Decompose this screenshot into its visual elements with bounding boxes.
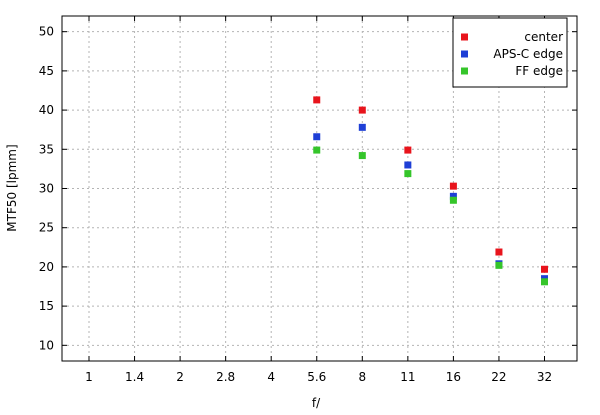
y-tick-label: 50 xyxy=(39,25,54,39)
y-tick-label: 15 xyxy=(39,299,54,313)
data-point-marker xyxy=(313,96,321,104)
data-point-marker xyxy=(358,123,366,131)
data-point-marker xyxy=(449,196,457,204)
data-point-marker xyxy=(449,192,457,200)
y-axis-title: MTF50 [lpmm] xyxy=(5,144,19,231)
y-tick-label: 10 xyxy=(39,338,54,352)
data-point-marker xyxy=(404,170,412,178)
x-axis-title: f/ xyxy=(312,396,321,410)
x-tick-label: 32 xyxy=(537,370,552,384)
x-tick-label: 2.8 xyxy=(216,370,235,384)
x-tick-label: 1 xyxy=(85,370,93,384)
data-point-marker xyxy=(449,182,457,190)
x-tick-label: 22 xyxy=(491,370,506,384)
x-axis-ticks: 1 1.4 2 2.8 4 5.6 8 11 16 22 32 xyxy=(85,16,552,384)
x-tick-label: 4 xyxy=(267,370,275,384)
x-tick-label: 5.6 xyxy=(307,370,326,384)
x-tick-label: 2 xyxy=(176,370,184,384)
data-point-marker xyxy=(358,152,366,160)
legend-marker xyxy=(461,33,468,41)
x-tick-label: 11 xyxy=(400,370,415,384)
y-tick-label: 30 xyxy=(39,182,54,196)
data-point-marker xyxy=(313,146,321,154)
y-tick-label: 40 xyxy=(39,103,54,117)
data-point-marker xyxy=(313,133,321,141)
y-tick-label: 25 xyxy=(39,221,54,235)
data-point-marker xyxy=(495,261,503,269)
y-tick-label: 45 xyxy=(39,64,54,78)
legend: center APS-C edge FF edge xyxy=(452,17,568,88)
legend-label: center xyxy=(524,30,563,44)
y-axis-ticks: 10 15 20 25 30 35 40 45 50 xyxy=(39,25,577,352)
x-tick-label: 8 xyxy=(358,370,366,384)
data-point-marker xyxy=(541,265,548,273)
data-point-marker xyxy=(495,248,503,256)
data-points xyxy=(313,96,548,286)
legend-label: FF edge xyxy=(515,64,563,78)
legend-label: APS-C edge xyxy=(493,47,563,61)
grid-lines xyxy=(62,16,577,361)
x-tick-label: 16 xyxy=(446,370,461,384)
legend-marker xyxy=(461,50,468,58)
y-tick-label: 20 xyxy=(39,260,54,274)
data-point-marker xyxy=(404,161,412,169)
legend-box xyxy=(452,17,568,88)
data-point-marker xyxy=(404,146,412,154)
legend-marker xyxy=(461,67,468,75)
x-tick-label: 1.4 xyxy=(125,370,144,384)
data-point-marker xyxy=(358,106,366,114)
data-point-marker xyxy=(541,278,548,286)
y-tick-label: 35 xyxy=(39,142,54,156)
